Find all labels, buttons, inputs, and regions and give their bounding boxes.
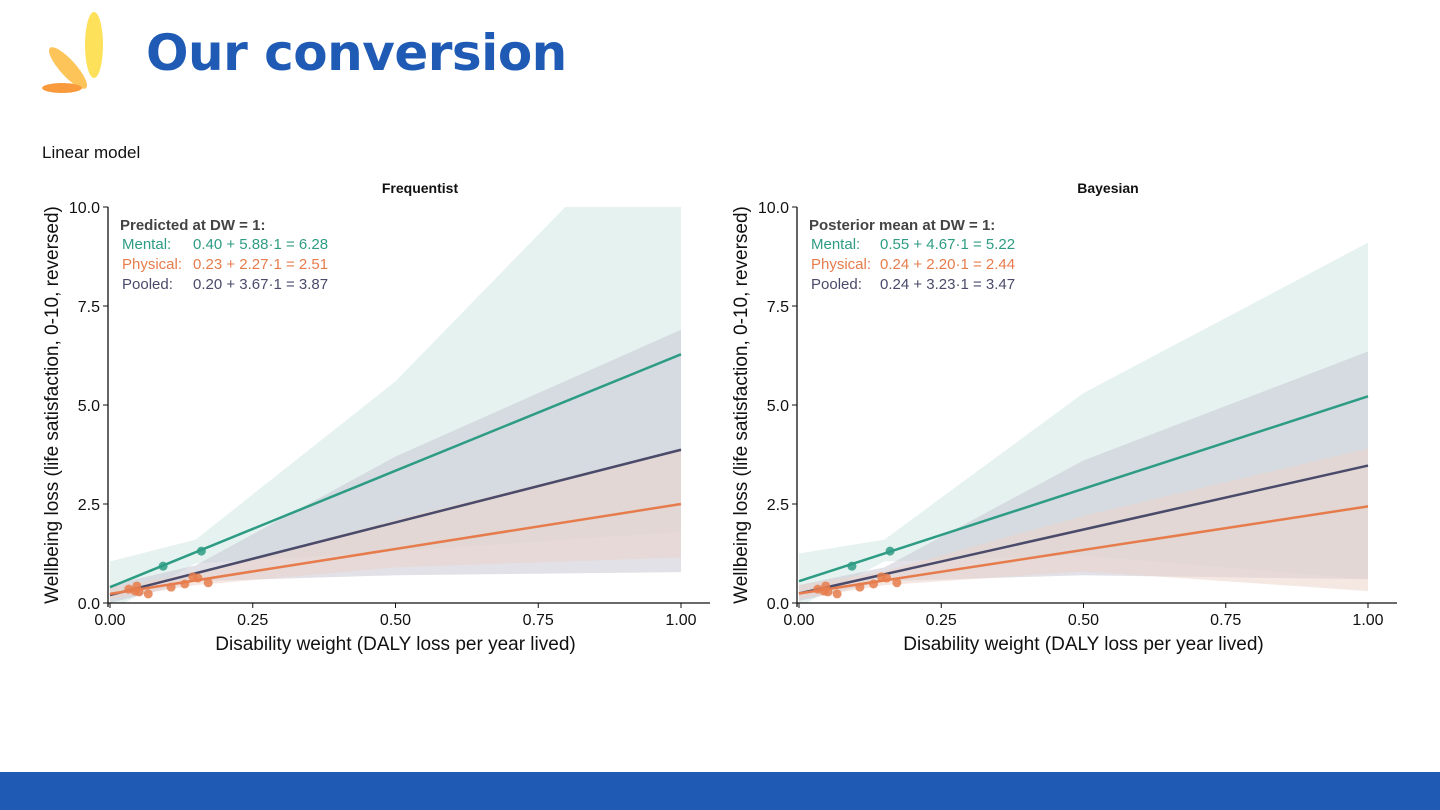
y-tick-label: 2.5 [767,497,789,514]
y-tick-label: 2.5 [78,497,100,514]
physical-data-point [869,579,879,589]
annotation-formula: 0.55 + 4.67·1 = 5.22 [880,236,1015,253]
annotation-label: Mental: [122,236,171,253]
physical-data-point [832,589,842,599]
slide-subtitle: Linear model [42,143,141,162]
annotation-label: Pooled: [122,276,173,293]
physical-data-point [882,573,892,583]
mental-data-point [196,546,206,556]
physical-data-point [134,587,144,597]
annotation-label: Pooled: [811,276,862,293]
physical-data-point [166,582,176,592]
slide-title: Our conversion [146,24,567,82]
annotation-label: Physical: [811,256,871,273]
mental-data-point [847,561,857,571]
annotation-heading: Posterior mean at DW = 1: [809,217,995,234]
y-tick-label: 5.0 [78,398,100,415]
plots: 0.00 0.25 0.50 0.75 1.00 0.0 2.5 5.0 7.5 10.0 Freq… [42,180,1397,655]
x-tick-label: 0.50 [1068,612,1099,629]
x-tick-label: 0.25 [237,612,268,629]
physical-data-point [855,582,865,592]
chart-title: Bayesian [1077,180,1138,196]
annotation-formula: 0.20 + 3.67·1 = 3.87 [193,276,328,293]
physical-data-point [823,587,833,597]
annotation-label: Mental: [811,236,860,253]
annotation-formula: 0.23 + 2.27·1 = 2.51 [193,256,328,273]
annotation-formula: 0.40 + 5.88·1 = 6.28 [193,236,328,253]
chart-bayesian: 0.00 0.25 0.50 0.75 1.00 0.0 2.5 5.0 7.5 10.0 Baye… [731,180,1397,655]
x-axis-label: Disability weight (DALY loss per year li… [903,634,1263,655]
physical-fit-line [798,505,1369,595]
y-tick-label: 7.5 [78,299,100,316]
footer-bar [0,772,1440,810]
mental-data-point [158,561,168,571]
plot-area [798,242,1369,603]
annotation-heading: Predicted at DW = 1: [120,217,265,234]
physical-fit-line [109,502,682,596]
x-tick-label: 0.00 [783,612,814,629]
pooled-fit-line [798,464,1369,595]
pooled-fit-line [109,448,682,597]
y-tick-label: 10.0 [69,200,100,217]
logo-icon [42,12,103,93]
x-tick-label: 0.50 [380,612,411,629]
mental-fit-line [109,353,682,589]
annotation-formula: 0.24 + 3.23·1 = 3.47 [880,276,1015,293]
plot-area [109,207,682,603]
x-tick-label: 0.00 [94,612,125,629]
physical-data-point [203,578,213,588]
y-axis-label: Wellbeing loss (life satisfaction, 0-10,… [42,206,63,604]
annotation-label: Physical: [122,256,182,273]
y-tick-label: 0.0 [767,596,789,613]
physical-data-point [143,589,153,599]
y-tick-label: 5.0 [767,398,789,415]
y-tick-label: 10.0 [758,200,789,217]
x-tick-label: 1.00 [665,612,696,629]
mental-data-point [885,546,895,556]
x-axis-label: Disability weight (DALY loss per year li… [215,634,575,655]
physical-data-point [892,578,902,588]
chart-title: Frequentist [382,180,459,196]
chart-frequentist: 0.00 0.25 0.50 0.75 1.00 0.0 2.5 5.0 7.5 10.0 Freq… [42,180,710,655]
physical-data-point [180,579,190,589]
annotation-formula: 0.24 + 2.20·1 = 2.44 [880,256,1015,273]
x-tick-label: 0.75 [1210,612,1241,629]
x-tick-label: 1.00 [1352,612,1383,629]
y-tick-label: 0.0 [78,596,100,613]
y-axis-label: Wellbeing loss (life satisfaction, 0-10,… [731,206,752,604]
physical-data-point [193,573,203,583]
x-tick-label: 0.75 [523,612,554,629]
y-tick-label: 7.5 [767,299,789,316]
x-tick-label: 0.25 [926,612,957,629]
